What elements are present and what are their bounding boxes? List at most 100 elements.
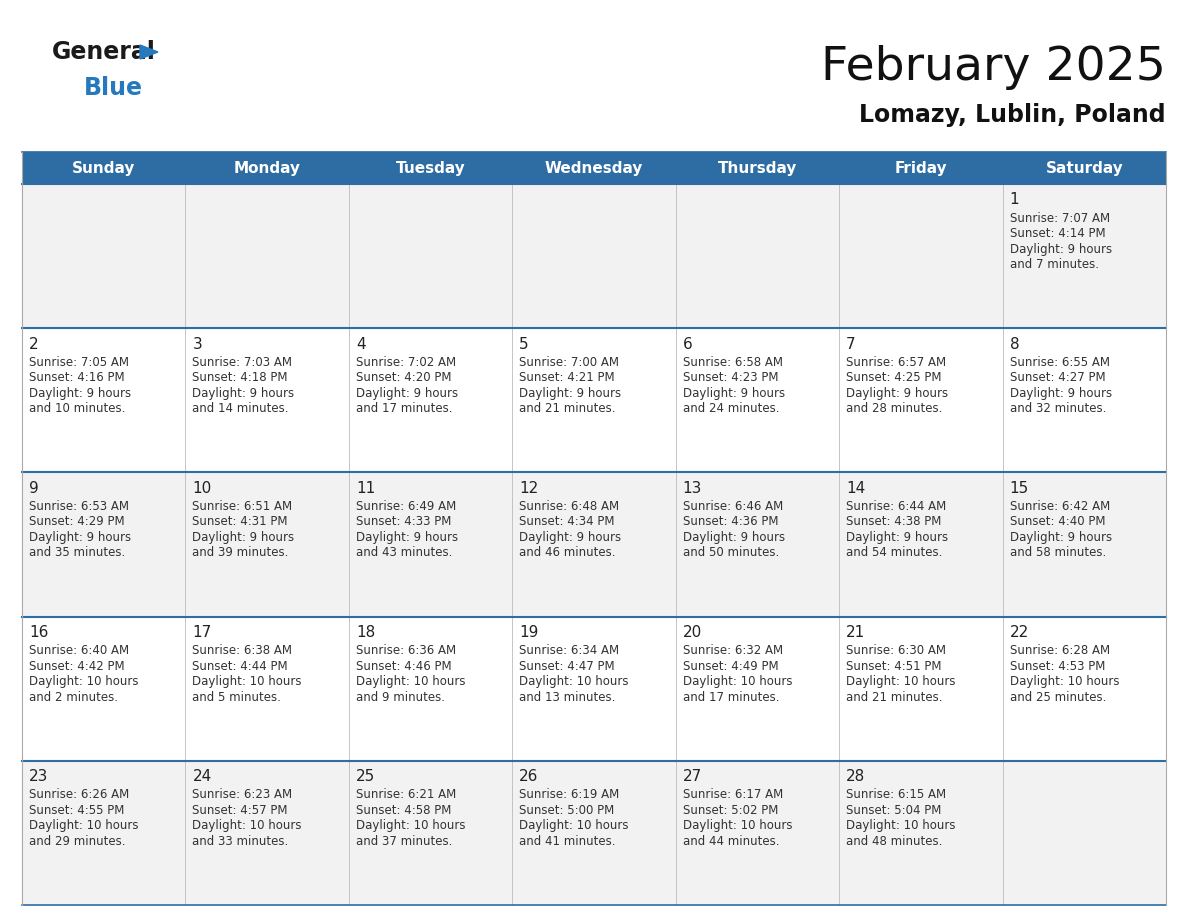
Text: Daylight: 9 hours: Daylight: 9 hours <box>1010 242 1112 255</box>
Text: Sunset: 4:55 PM: Sunset: 4:55 PM <box>29 804 125 817</box>
Text: Daylight: 9 hours: Daylight: 9 hours <box>519 386 621 399</box>
Text: Daylight: 10 hours: Daylight: 10 hours <box>683 675 792 688</box>
Text: Sunset: 4:14 PM: Sunset: 4:14 PM <box>1010 227 1105 240</box>
Text: and 21 minutes.: and 21 minutes. <box>846 690 942 703</box>
Text: Sunrise: 6:55 AM: Sunrise: 6:55 AM <box>1010 355 1110 369</box>
Text: Sunrise: 6:17 AM: Sunrise: 6:17 AM <box>683 789 783 801</box>
Text: Lomazy, Lublin, Poland: Lomazy, Lublin, Poland <box>859 103 1165 127</box>
Text: 23: 23 <box>29 769 49 784</box>
Text: Sunset: 4:36 PM: Sunset: 4:36 PM <box>683 515 778 529</box>
Text: Daylight: 9 hours: Daylight: 9 hours <box>192 531 295 543</box>
Text: Sunrise: 6:49 AM: Sunrise: 6:49 AM <box>356 500 456 513</box>
Text: 21: 21 <box>846 625 865 640</box>
Text: Daylight: 10 hours: Daylight: 10 hours <box>846 819 955 833</box>
Text: Daylight: 10 hours: Daylight: 10 hours <box>683 819 792 833</box>
Text: Daylight: 10 hours: Daylight: 10 hours <box>356 675 466 688</box>
Text: Sunrise: 6:26 AM: Sunrise: 6:26 AM <box>29 789 129 801</box>
Text: and 48 minutes.: and 48 minutes. <box>846 834 942 848</box>
Text: Sunset: 4:47 PM: Sunset: 4:47 PM <box>519 660 615 673</box>
Text: Sunset: 4:53 PM: Sunset: 4:53 PM <box>1010 660 1105 673</box>
Text: 24: 24 <box>192 769 211 784</box>
Text: Daylight: 9 hours: Daylight: 9 hours <box>846 531 948 543</box>
Text: and 10 minutes.: and 10 minutes. <box>29 402 126 415</box>
Text: Sunrise: 7:00 AM: Sunrise: 7:00 AM <box>519 355 619 369</box>
Text: Daylight: 9 hours: Daylight: 9 hours <box>846 386 948 399</box>
Text: Sunset: 5:04 PM: Sunset: 5:04 PM <box>846 804 942 817</box>
Text: Daylight: 9 hours: Daylight: 9 hours <box>192 386 295 399</box>
Text: Sunset: 4:16 PM: Sunset: 4:16 PM <box>29 371 125 385</box>
Text: Sunset: 4:58 PM: Sunset: 4:58 PM <box>356 804 451 817</box>
Text: 7: 7 <box>846 337 855 352</box>
Text: Sunrise: 6:48 AM: Sunrise: 6:48 AM <box>519 500 619 513</box>
Bar <box>23 617 1165 761</box>
Text: Daylight: 9 hours: Daylight: 9 hours <box>29 531 131 543</box>
Text: February 2025: February 2025 <box>821 46 1165 91</box>
Text: and 44 minutes.: and 44 minutes. <box>683 834 779 848</box>
Text: Sunset: 4:40 PM: Sunset: 4:40 PM <box>1010 515 1105 529</box>
Text: and 17 minutes.: and 17 minutes. <box>356 402 453 415</box>
Text: and 32 minutes.: and 32 minutes. <box>1010 402 1106 415</box>
Text: Sunrise: 6:19 AM: Sunrise: 6:19 AM <box>519 789 619 801</box>
Text: 27: 27 <box>683 769 702 784</box>
Text: and 46 minutes.: and 46 minutes. <box>519 546 615 559</box>
Text: Sunset: 4:33 PM: Sunset: 4:33 PM <box>356 515 451 529</box>
Text: Blue: Blue <box>84 76 143 100</box>
Text: Sunrise: 7:05 AM: Sunrise: 7:05 AM <box>29 355 129 369</box>
Text: Sunset: 4:38 PM: Sunset: 4:38 PM <box>846 515 942 529</box>
Text: Daylight: 10 hours: Daylight: 10 hours <box>29 819 139 833</box>
Text: and 21 minutes.: and 21 minutes. <box>519 402 615 415</box>
Bar <box>23 761 1165 905</box>
Bar <box>23 184 1165 329</box>
Text: Sunrise: 6:34 AM: Sunrise: 6:34 AM <box>519 644 619 657</box>
Text: 9: 9 <box>29 481 39 496</box>
Text: 5: 5 <box>519 337 529 352</box>
Bar <box>23 473 1165 617</box>
Text: Daylight: 9 hours: Daylight: 9 hours <box>356 531 459 543</box>
Text: Daylight: 9 hours: Daylight: 9 hours <box>683 531 785 543</box>
Text: Saturday: Saturday <box>1045 161 1123 175</box>
Text: 19: 19 <box>519 625 538 640</box>
Text: Monday: Monday <box>234 161 301 175</box>
Text: 26: 26 <box>519 769 538 784</box>
Text: 2: 2 <box>29 337 39 352</box>
Text: and 5 minutes.: and 5 minutes. <box>192 690 282 703</box>
Text: Sunrise: 6:32 AM: Sunrise: 6:32 AM <box>683 644 783 657</box>
Text: and 37 minutes.: and 37 minutes. <box>356 834 453 848</box>
Text: Tuesday: Tuesday <box>396 161 466 175</box>
Text: Wednesday: Wednesday <box>545 161 643 175</box>
Text: Sunset: 4:27 PM: Sunset: 4:27 PM <box>1010 371 1105 385</box>
Text: Daylight: 9 hours: Daylight: 9 hours <box>29 386 131 399</box>
Text: Daylight: 10 hours: Daylight: 10 hours <box>192 675 302 688</box>
Text: and 25 minutes.: and 25 minutes. <box>1010 690 1106 703</box>
Text: Sunset: 4:57 PM: Sunset: 4:57 PM <box>192 804 287 817</box>
Text: Sunrise: 6:46 AM: Sunrise: 6:46 AM <box>683 500 783 513</box>
Text: Daylight: 9 hours: Daylight: 9 hours <box>356 386 459 399</box>
Text: and 29 minutes.: and 29 minutes. <box>29 834 126 848</box>
Text: Daylight: 10 hours: Daylight: 10 hours <box>1010 675 1119 688</box>
Text: and 7 minutes.: and 7 minutes. <box>1010 258 1099 271</box>
Text: Sunrise: 6:44 AM: Sunrise: 6:44 AM <box>846 500 947 513</box>
Text: 14: 14 <box>846 481 865 496</box>
Text: Sunset: 5:02 PM: Sunset: 5:02 PM <box>683 804 778 817</box>
Text: 13: 13 <box>683 481 702 496</box>
Text: and 2 minutes.: and 2 minutes. <box>29 690 118 703</box>
Text: Sunrise: 6:38 AM: Sunrise: 6:38 AM <box>192 644 292 657</box>
Text: 1: 1 <box>1010 193 1019 207</box>
Text: and 39 minutes.: and 39 minutes. <box>192 546 289 559</box>
Text: and 50 minutes.: and 50 minutes. <box>683 546 779 559</box>
Text: General: General <box>52 40 156 64</box>
Text: and 41 minutes.: and 41 minutes. <box>519 834 615 848</box>
Text: 16: 16 <box>29 625 49 640</box>
Text: Sunset: 4:34 PM: Sunset: 4:34 PM <box>519 515 614 529</box>
Text: Sunset: 4:23 PM: Sunset: 4:23 PM <box>683 371 778 385</box>
Text: 11: 11 <box>356 481 375 496</box>
Bar <box>23 152 1165 184</box>
Text: Sunrise: 6:23 AM: Sunrise: 6:23 AM <box>192 789 292 801</box>
Text: Sunrise: 6:30 AM: Sunrise: 6:30 AM <box>846 644 946 657</box>
Text: Daylight: 9 hours: Daylight: 9 hours <box>1010 386 1112 399</box>
Bar <box>23 329 1165 473</box>
Text: Sunset: 4:25 PM: Sunset: 4:25 PM <box>846 371 942 385</box>
Text: Daylight: 10 hours: Daylight: 10 hours <box>846 675 955 688</box>
Text: 20: 20 <box>683 625 702 640</box>
Text: Sunrise: 7:07 AM: Sunrise: 7:07 AM <box>1010 211 1110 225</box>
